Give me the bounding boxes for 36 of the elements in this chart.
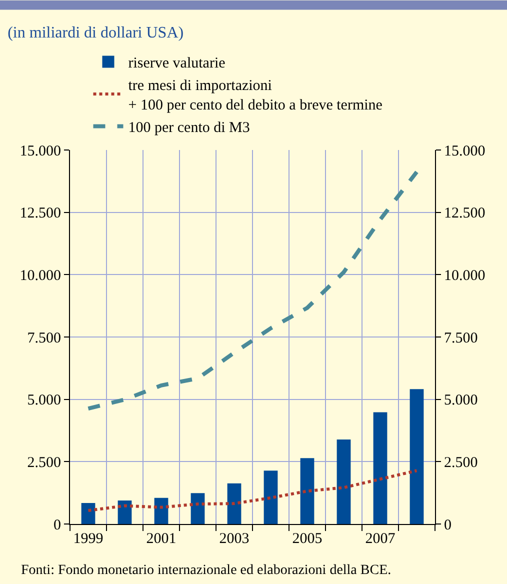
y2-tick-label: 7.500 bbox=[444, 330, 478, 346]
legend-label: tre mesi di importazioni + 100 per cento del debito a breve termine bbox=[128, 78, 383, 114]
y2-tick-label: 10.000 bbox=[444, 268, 486, 284]
legend-label: 100 per cento di M3 bbox=[128, 120, 250, 136]
bar bbox=[300, 458, 314, 524]
line-series bbox=[86, 469, 418, 512]
y-tick-label: 7.500 bbox=[27, 330, 61, 346]
y2-tick-label: 12.500 bbox=[444, 206, 486, 222]
y-tick-label: 0 bbox=[54, 517, 61, 534]
bar bbox=[118, 500, 132, 524]
y2-tick-label: 5.000 bbox=[444, 392, 478, 409]
x-tick-label: 2003 bbox=[219, 531, 250, 547]
bar bbox=[264, 470, 278, 524]
bar bbox=[227, 483, 242, 524]
legend-label: riserve valutarie bbox=[128, 56, 226, 72]
y-tick-label: 2.500 bbox=[27, 454, 61, 471]
bar bbox=[154, 498, 168, 524]
bar bbox=[410, 389, 424, 524]
text: Fonti: Fondo monetario internazionale ed elaborazioni della BCE. bbox=[21, 563, 392, 578]
y2-tick-label: 2.500 bbox=[444, 454, 478, 471]
bar bbox=[190, 493, 205, 524]
y-tick-label: 12.500 bbox=[20, 206, 61, 222]
line-series bbox=[86, 170, 419, 411]
y-tick-label: 10.000 bbox=[20, 268, 61, 284]
x-tick-label: 2001 bbox=[146, 531, 176, 547]
x-tick-label: 2005 bbox=[292, 531, 322, 547]
bar bbox=[336, 439, 351, 524]
y-tick-label: 15.000 bbox=[20, 143, 61, 160]
y-tick-label: 5.000 bbox=[27, 392, 61, 409]
chart-title: (in miliardi di dollari USA) bbox=[8, 24, 184, 42]
y2-tick-label: 15.000 bbox=[444, 143, 486, 160]
bar bbox=[81, 503, 96, 524]
y2-tick-label: 0 bbox=[444, 517, 452, 534]
bar bbox=[373, 412, 388, 524]
x-tick-label: 1999 bbox=[73, 531, 104, 547]
x-tick-label: 2007 bbox=[365, 531, 396, 547]
